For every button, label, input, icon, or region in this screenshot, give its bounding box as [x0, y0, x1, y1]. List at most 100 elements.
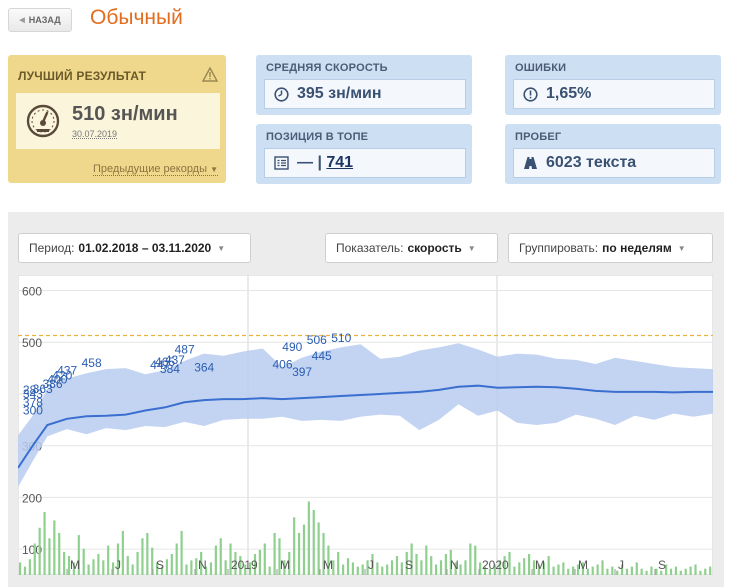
volume-bar — [58, 533, 61, 575]
volume-bar — [527, 554, 531, 575]
volume-bar — [449, 549, 452, 575]
volume-bar — [307, 501, 310, 575]
volume-bar — [77, 535, 80, 575]
volume-bar — [547, 556, 550, 575]
page-title: Обычный — [90, 6, 183, 29]
volume-bar — [498, 560, 501, 575]
volume-bar — [102, 560, 105, 575]
volume-bar — [121, 530, 124, 575]
volume-bar — [532, 560, 536, 575]
record-label: 384 — [160, 362, 180, 376]
volume-bar — [48, 538, 51, 575]
volume-bar — [253, 554, 257, 575]
volume-bar — [92, 559, 95, 575]
record-label: 447 — [150, 358, 170, 372]
volume-bar — [302, 524, 306, 575]
errors-box: 1,65% — [513, 79, 715, 109]
volume-bar — [28, 559, 31, 575]
previous-records-link[interactable]: Предыдущие рекорды ▼ — [93, 163, 218, 176]
volume-bar — [689, 566, 692, 575]
x-tick-label: M — [578, 558, 588, 572]
x-tick-label: S — [658, 558, 666, 572]
volume-bar — [209, 562, 213, 575]
volume-bar — [518, 562, 521, 575]
volume-bar — [23, 566, 27, 575]
record-label: 343 — [23, 387, 43, 401]
x-tick-label: M — [323, 558, 333, 572]
speedometer-icon — [26, 104, 60, 143]
chevron-left-icon: ◀ — [19, 17, 25, 24]
volume-bar — [479, 562, 482, 575]
warning-icon[interactable] — [201, 66, 219, 87]
volume-bar — [156, 562, 159, 575]
volume-bar — [283, 560, 286, 575]
x-tick-label: M — [70, 558, 80, 572]
x-tick-label: J — [115, 558, 121, 572]
speed-chart[interactable]: 1002003005006003783433633864004204374584… — [17, 274, 714, 576]
volume-bar — [508, 551, 511, 575]
volume-bar — [386, 564, 389, 575]
y-tick-label: 500 — [22, 336, 42, 350]
volume-bar — [136, 551, 139, 575]
volume-bar — [346, 558, 350, 575]
volume-bar — [249, 562, 252, 575]
avg-speed-box: 395 зн/мин — [264, 79, 466, 109]
volume-bar — [444, 554, 447, 575]
volume-bar — [278, 538, 281, 575]
volume-bar — [175, 543, 178, 575]
volume-bar — [616, 570, 619, 575]
volume-bar — [366, 560, 369, 575]
mileage-card: ПРОБЕГ 6023 текста — [505, 124, 721, 184]
volume-bar — [107, 545, 110, 575]
volume-bar — [67, 556, 71, 575]
volume-bar — [513, 566, 516, 575]
best-result-title: ЛУЧШИЙ РЕЗУЛЬТАТ — [18, 69, 147, 83]
volume-bar — [263, 543, 266, 575]
metric-select[interactable]: Показатель: скорость ▼ — [325, 233, 498, 263]
volume-bar — [131, 564, 134, 575]
volume-bar — [288, 551, 291, 575]
y-tick-label: 100 — [22, 543, 42, 557]
back-button[interactable]: ◀ НАЗАД — [8, 8, 72, 32]
alert-circle-icon — [523, 86, 538, 102]
record-label: 364 — [194, 361, 214, 375]
volume-bar — [234, 551, 237, 575]
group-select[interactable]: Группировать: по неделям ▼ — [508, 233, 713, 263]
volume-bar — [483, 566, 487, 575]
rank-card: ПОЗИЦИЯ В ТОПЕ — | 741 — [256, 124, 472, 184]
volume-bar — [219, 538, 222, 575]
list-icon — [274, 156, 289, 170]
errors-card: ОШИБКИ 1,65% — [505, 55, 721, 115]
record-label: 386 — [42, 377, 62, 391]
volume-bar — [214, 545, 217, 575]
volume-bar — [405, 551, 408, 575]
record-label: 420 — [52, 368, 72, 382]
volume-bar — [38, 527, 41, 575]
volume-bar — [611, 566, 614, 575]
volume-bar — [317, 522, 320, 575]
volume-bar — [537, 564, 540, 575]
volume-bar — [562, 562, 565, 575]
volume-bar — [425, 545, 428, 575]
errors-title: ОШИБКИ — [515, 62, 567, 74]
volume-bar — [699, 570, 702, 575]
volume-bar — [660, 570, 663, 575]
record-label: 437 — [165, 353, 185, 367]
caret-down-icon: ▼ — [217, 243, 226, 253]
period-select[interactable]: Период: 01.02.2018 – 03.11.2020 ▼ — [18, 233, 251, 263]
record-label: 445 — [312, 349, 332, 363]
rank-prefix: — | — [297, 154, 322, 171]
rank-link[interactable]: 741 — [326, 154, 354, 171]
volume-bar — [97, 554, 100, 575]
volume-bar — [141, 538, 144, 575]
speed-chart-svg: 1002003005006003783433633864004204374584… — [17, 274, 714, 576]
volume-bar — [126, 556, 129, 575]
volume-bar — [503, 556, 506, 575]
volume-bar — [273, 533, 276, 575]
volume-bar — [180, 530, 183, 575]
volume-bar — [694, 564, 697, 575]
rank-box: — | 741 — [264, 148, 466, 178]
volume-bar — [351, 562, 354, 575]
caret-down-icon: ▼ — [677, 243, 686, 253]
volume-bar — [474, 545, 477, 575]
